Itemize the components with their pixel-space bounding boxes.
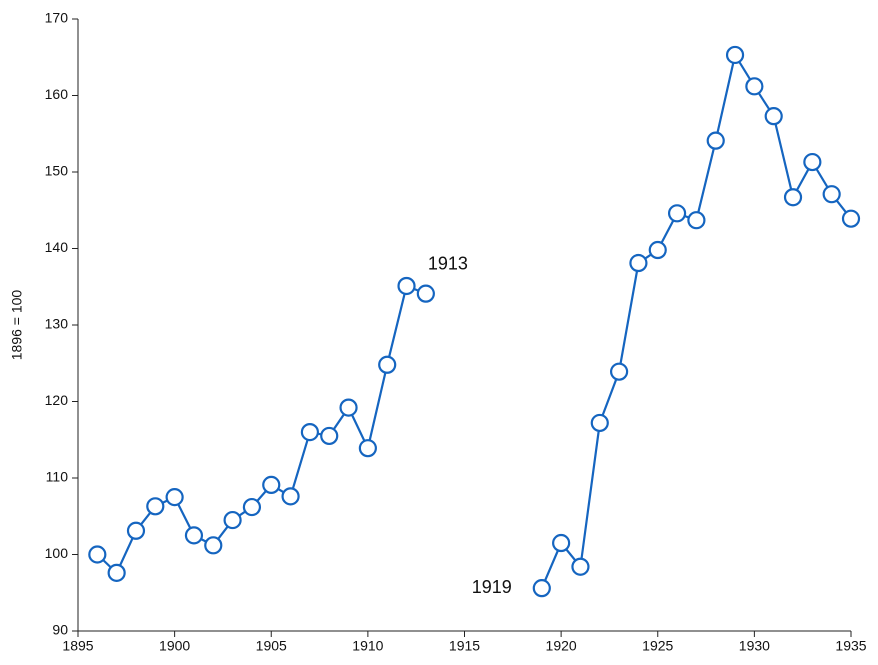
point bbox=[803, 152, 822, 172]
x-tick-label: 1910 bbox=[352, 638, 383, 654]
point bbox=[764, 107, 783, 126]
x-tick-label: 1920 bbox=[546, 638, 577, 654]
point bbox=[397, 276, 416, 296]
y-tick-label: 90 bbox=[52, 622, 68, 638]
annotation: 1919 bbox=[472, 577, 512, 597]
x-tick-label: 1895 bbox=[62, 638, 93, 654]
point bbox=[416, 284, 435, 303]
point bbox=[242, 497, 262, 517]
point bbox=[358, 439, 377, 458]
point bbox=[629, 253, 648, 273]
point bbox=[126, 521, 146, 540]
y-tick-label: 100 bbox=[45, 545, 69, 561]
point bbox=[648, 240, 667, 260]
point bbox=[822, 185, 841, 204]
x-tick-label: 1930 bbox=[739, 638, 770, 654]
y-tick-label: 120 bbox=[45, 392, 69, 408]
annotation: 1913 bbox=[428, 253, 468, 273]
y-axis-label: 1896 = 100 bbox=[9, 290, 25, 361]
y-tick-label: 170 bbox=[45, 10, 69, 26]
point bbox=[107, 563, 126, 582]
x-tick-label: 1935 bbox=[835, 638, 866, 654]
point bbox=[204, 536, 223, 555]
point bbox=[609, 362, 629, 381]
point bbox=[725, 45, 745, 65]
point bbox=[223, 510, 242, 530]
point bbox=[706, 131, 725, 150]
point bbox=[687, 211, 706, 230]
point bbox=[339, 398, 358, 417]
point bbox=[146, 497, 165, 516]
x-tick-label: 1900 bbox=[159, 638, 190, 654]
y-tick-label: 130 bbox=[45, 316, 69, 332]
y-tick-label: 110 bbox=[46, 469, 69, 485]
point bbox=[281, 487, 300, 506]
point bbox=[552, 533, 571, 553]
y-tick-label: 150 bbox=[45, 163, 69, 179]
y-tick-label: 140 bbox=[45, 239, 69, 255]
y-tick-label: 160 bbox=[45, 86, 69, 102]
series-line bbox=[96, 52, 852, 589]
point bbox=[320, 426, 339, 446]
point bbox=[300, 423, 319, 442]
point bbox=[262, 475, 281, 494]
point bbox=[88, 545, 107, 564]
point bbox=[783, 188, 803, 207]
point bbox=[532, 579, 551, 598]
point bbox=[667, 204, 687, 223]
point bbox=[745, 77, 764, 96]
x-tick-label: 1915 bbox=[449, 638, 480, 654]
x-tick-label: 1905 bbox=[256, 638, 287, 654]
point bbox=[165, 488, 184, 507]
point bbox=[571, 557, 590, 576]
point bbox=[378, 355, 397, 374]
point bbox=[184, 526, 204, 545]
point bbox=[841, 209, 861, 228]
x-tick-label: 1925 bbox=[642, 638, 673, 654]
point bbox=[590, 413, 609, 433]
